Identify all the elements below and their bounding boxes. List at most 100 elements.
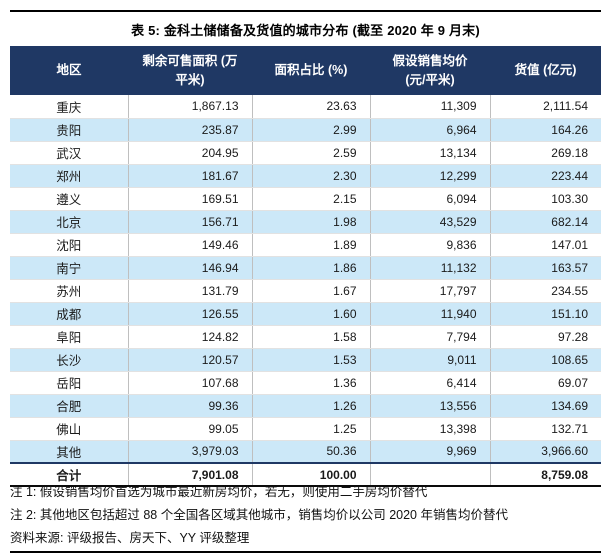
cell-region: 合肥 xyxy=(10,394,128,418)
cell-area: 235.87 xyxy=(127,118,252,142)
table-row: 沈阳 149.46 1.89 9,836 147.01 xyxy=(10,233,601,257)
cell-share: 1.53 xyxy=(251,348,370,372)
table-row: 苏州 131.79 1.67 17,797 234.55 xyxy=(10,279,601,303)
cell-region: 岳阳 xyxy=(10,371,128,395)
table-row: 重庆 1,867.13 23.63 11,309 2,111.54 xyxy=(10,95,601,119)
cell-price: 12,299 xyxy=(369,164,490,188)
cell-price: 13,556 xyxy=(369,394,490,418)
cell-region: 长沙 xyxy=(10,348,128,372)
cell-share: 50.36 xyxy=(251,440,370,464)
cell-share: 1.36 xyxy=(251,371,370,395)
table-row: 佛山 99.05 1.25 13,398 132.71 xyxy=(10,417,601,441)
cell-region: 其他 xyxy=(10,440,128,464)
cell-value: 132.71 xyxy=(489,417,601,441)
cell-price: 17,797 xyxy=(369,279,490,303)
cell-share: 1.86 xyxy=(251,256,370,280)
cell-value: 151.10 xyxy=(489,302,601,326)
cell-area: 131.79 xyxy=(127,279,252,303)
note-2: 注 2: 其他地区包括超过 88 个全国各区域其他城市，销售均价以公司 2020… xyxy=(10,508,508,522)
cell-value: 2,111.54 xyxy=(489,95,601,119)
cell-region: 贵阳 xyxy=(10,118,128,142)
cell-area: 99.36 xyxy=(127,394,252,418)
table-header: 地区 剩余可售面积 (万 平米) 面积占比 (%) 假设销售均价 (元/平米) … xyxy=(10,46,601,95)
cell-share: 2.59 xyxy=(251,141,370,165)
cell-value: 147.01 xyxy=(489,233,601,257)
cell-region: 北京 xyxy=(10,210,128,234)
col-header-region: 地区 xyxy=(10,46,128,95)
cell-price: 11,940 xyxy=(369,302,490,326)
col-header-sellable-area: 剩余可售面积 (万 平米) xyxy=(128,46,252,95)
cell-region: 成都 xyxy=(10,302,128,326)
cell-area: 169.51 xyxy=(127,187,252,211)
table-row: 长沙 120.57 1.53 9,011 108.65 xyxy=(10,348,601,372)
cell-price: 11,309 xyxy=(369,95,490,119)
cell-area: 149.46 xyxy=(127,233,252,257)
cell-share: 1.67 xyxy=(251,279,370,303)
bottom-rule xyxy=(10,551,601,553)
cell-region: 重庆 xyxy=(10,95,128,119)
cell-area: 156.71 xyxy=(127,210,252,234)
note-1: 注 1: 假设销售均价首选为城市最近新房均价，若无，则使用二手房均价替代 xyxy=(10,485,428,499)
page-title: 表 5: 金科土储储备及货值的城市分布 (截至 2020 年 9 月末) xyxy=(131,23,480,38)
cell-value: 69.07 xyxy=(489,371,601,395)
cell-area: 3,979.03 xyxy=(127,440,252,464)
cell-area: 120.57 xyxy=(127,348,252,372)
cell-share: 1.25 xyxy=(251,417,370,441)
cell-value: 682.14 xyxy=(489,210,601,234)
cell-area: 99.05 xyxy=(127,417,252,441)
cell-value: 223.44 xyxy=(489,164,601,188)
cell-price: 43,529 xyxy=(369,210,490,234)
cell-area: 124.82 xyxy=(127,325,252,349)
cell-value: 108.65 xyxy=(489,348,601,372)
cell-price xyxy=(369,462,490,487)
cell-value: 234.55 xyxy=(489,279,601,303)
cell-price: 6,964 xyxy=(369,118,490,142)
cell-region: 阜阳 xyxy=(10,325,128,349)
table-row: 北京 156.71 1.98 43,529 682.14 xyxy=(10,210,601,234)
cell-area: 146.94 xyxy=(127,256,252,280)
cell-region: 武汉 xyxy=(10,141,128,165)
cell-price: 7,794 xyxy=(369,325,490,349)
cell-price: 13,134 xyxy=(369,141,490,165)
table-row: 南宁 146.94 1.86 11,132 163.57 xyxy=(10,256,601,280)
cell-share: 2.99 xyxy=(251,118,370,142)
table-row: 合肥 99.36 1.26 13,556 134.69 xyxy=(10,394,601,418)
cell-price: 11,132 xyxy=(369,256,490,280)
cell-value: 97.28 xyxy=(489,325,601,349)
cell-value: 269.18 xyxy=(489,141,601,165)
cell-share: 2.30 xyxy=(251,164,370,188)
cell-value: 8,759.08 xyxy=(489,462,601,487)
cell-value: 163.57 xyxy=(489,256,601,280)
land-reserve-table: 地区 剩余可售面积 (万 平米) 面积占比 (%) 假设销售均价 (元/平米) … xyxy=(10,46,601,487)
cell-price: 9,969 xyxy=(369,440,490,464)
cell-area: 181.67 xyxy=(127,164,252,188)
cell-share: 1.58 xyxy=(251,325,370,349)
cell-share: 1.60 xyxy=(251,302,370,326)
cell-region: 苏州 xyxy=(10,279,128,303)
cell-price: 9,011 xyxy=(369,348,490,372)
table-row: 其他 3,979.03 50.36 9,969 3,966.60 xyxy=(10,440,601,464)
table-row: 阜阳 124.82 1.58 7,794 97.28 xyxy=(10,325,601,349)
cell-share: 1.98 xyxy=(251,210,370,234)
table-row: 岳阳 107.68 1.36 6,414 69.07 xyxy=(10,371,601,395)
cell-region: 郑州 xyxy=(10,164,128,188)
cell-share: 1.89 xyxy=(251,233,370,257)
cell-price: 6,094 xyxy=(369,187,490,211)
cell-price: 6,414 xyxy=(369,371,490,395)
cell-region: 遵义 xyxy=(10,187,128,211)
table-row: 郑州 181.67 2.30 12,299 223.44 xyxy=(10,164,601,188)
cell-region: 佛山 xyxy=(10,417,128,441)
cell-region: 南宁 xyxy=(10,256,128,280)
cell-area: 1,867.13 xyxy=(127,95,252,119)
top-rule xyxy=(10,10,601,12)
cell-region: 合计 xyxy=(10,462,128,487)
cell-value: 134.69 xyxy=(489,394,601,418)
table-row-total: 合计 7,901.08 100.00 8,759.08 xyxy=(10,462,601,487)
cell-price: 13,398 xyxy=(369,417,490,441)
cell-area: 204.95 xyxy=(127,141,252,165)
table-row: 武汉 204.95 2.59 13,134 269.18 xyxy=(10,141,601,165)
source-note: 资料来源: 评级报告、房天下、YY 评级整理 xyxy=(10,531,250,545)
cell-value: 3,966.60 xyxy=(489,440,601,464)
cell-share: 1.26 xyxy=(251,394,370,418)
